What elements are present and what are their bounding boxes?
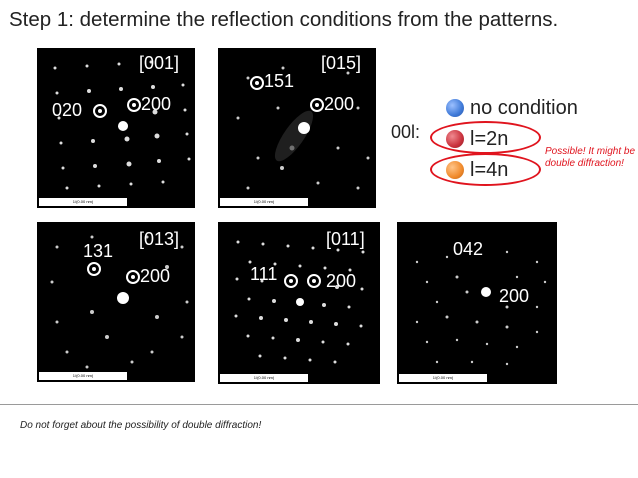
reflection-marker-200	[310, 98, 324, 112]
zone-axis-label: [013]	[139, 229, 180, 249]
highlight-oval-l2n	[430, 121, 541, 154]
reflection-label-020: 020	[52, 100, 83, 120]
scale-bar: 1/(0.00 nm)	[220, 198, 308, 206]
legend-label: 00l:	[391, 122, 421, 142]
zone-axis-label: [011]	[326, 229, 365, 249]
legend-dot-blue	[446, 99, 464, 117]
diffraction-pattern-001: [001] 020 200 1/(0.00 nm)	[37, 48, 195, 208]
reflection-label-200: 200	[324, 94, 355, 114]
reflection-marker-200	[127, 98, 141, 112]
reflection-label-200: 200	[140, 266, 171, 286]
reflection-marker-020	[93, 104, 107, 118]
diffraction-pattern-013: [013] 131 200 1/(0.00 nm)	[37, 222, 195, 382]
reflection-label-200: 200	[326, 271, 357, 291]
diffraction-pattern-011: [011] 111 200 1/(0.00 nm)	[218, 222, 380, 384]
slide-title: Step 1: determine the reflection conditi…	[9, 8, 559, 31]
reflection-marker-200	[307, 274, 321, 288]
spot-lattice	[234, 240, 365, 364]
double-diffraction-note: Possible! It might be double diffraction…	[545, 146, 636, 169]
zone-axis-label: [001]	[139, 53, 180, 73]
reflection-marker-111	[284, 274, 298, 288]
footer-note: Do not forget about the possibility of d…	[20, 420, 262, 431]
reflection-marker-131	[87, 262, 101, 276]
spot-lattice	[236, 66, 370, 190]
reflection-label-200: 200	[141, 94, 172, 114]
zone-axis-label: [015]	[321, 53, 362, 73]
reflection-label-131: 131	[83, 241, 114, 261]
reflection-label-200: 200	[499, 286, 530, 306]
scale-bar: 1/(0.00 nm)	[39, 372, 127, 380]
diffraction-pattern-5: 042 200 1/(0.00 nm)	[397, 222, 557, 384]
highlight-oval-l4n	[430, 153, 541, 186]
scale-bar: 1/(0.00 nm)	[39, 198, 127, 206]
diffraction-pattern-015: [015] 151 200 1/(0.00 nm)	[218, 48, 376, 208]
spot-lattice	[50, 235, 189, 369]
scale-bar: 1/(0.00 nm)	[399, 374, 487, 382]
reflection-label-151: 151	[264, 71, 295, 91]
reflection-label-042: 042	[453, 239, 484, 259]
spot-lattice	[415, 250, 547, 366]
footer-divider	[0, 404, 638, 405]
reflection-marker-151	[250, 76, 264, 90]
reflection-label-111: 111	[250, 264, 278, 284]
legend-no-condition: no condition	[470, 97, 578, 119]
reflection-marker-200	[126, 270, 140, 284]
spot-lattice	[53, 60, 191, 190]
scale-bar: 1/(0.00 nm)	[220, 374, 308, 382]
